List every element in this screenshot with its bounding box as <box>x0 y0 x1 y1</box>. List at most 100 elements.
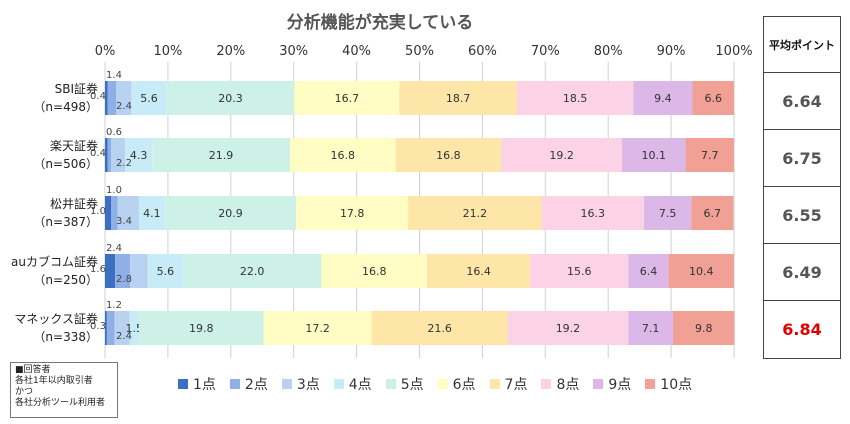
bar-segment <box>131 81 167 115</box>
data-label: 2.4 <box>116 101 132 112</box>
bar-segment <box>114 311 130 345</box>
data-label: 6.6 <box>704 92 722 105</box>
note-line: 各社1年以内取引者 <box>15 376 93 386</box>
legend-item: 10点 <box>645 374 692 394</box>
legend-label: 3点 <box>296 377 320 393</box>
category-count: （n=250） <box>33 273 98 287</box>
legend-label: 6点 <box>452 377 476 393</box>
data-label: 16.8 <box>362 265 387 278</box>
data-label: 21.2 <box>463 207 488 220</box>
data-label: 1.0 <box>106 185 122 196</box>
bar-segment <box>152 138 290 172</box>
legend-swatch <box>489 379 500 389</box>
bar-segment <box>507 311 629 345</box>
legend-swatch <box>178 379 188 389</box>
data-label: 5.6 <box>157 265 175 278</box>
x-tick-label: 80% <box>594 44 623 59</box>
legend-label: 10点 <box>660 377 693 393</box>
bar-segment <box>289 138 396 172</box>
bar-segment <box>115 254 131 288</box>
bar-segment <box>263 311 372 345</box>
data-label: 9.4 <box>654 92 672 105</box>
legend-item: 2点 <box>229 374 268 394</box>
data-label: 1.4 <box>106 70 122 81</box>
data-label: 2.4 <box>116 331 132 342</box>
data-label: 6.7 <box>704 207 722 220</box>
legend-item: 5点 <box>385 374 424 394</box>
data-label: 22.0 <box>240 265 265 278</box>
respondent-note: ■回答者 各社1年以内取引者 かつ 各社分析ツール利用者 <box>10 362 118 418</box>
data-label: 21.9 <box>209 149 234 162</box>
data-label: 4.1 <box>143 207 161 220</box>
x-tick-label: 90% <box>657 44 686 59</box>
category-count: （n=506） <box>33 157 98 171</box>
data-label: 2.4 <box>106 243 122 254</box>
legend-swatch <box>437 379 448 389</box>
bar-segment <box>182 254 322 288</box>
data-label: 2.8 <box>116 274 132 285</box>
bar-segment <box>138 311 264 345</box>
legend-swatch <box>229 379 240 389</box>
bar-segment <box>107 81 117 115</box>
x-tick-label: 70% <box>531 44 560 59</box>
data-label: 19.2 <box>549 149 574 162</box>
bar-segment <box>106 311 115 345</box>
category-label: マネックス証券 <box>14 311 98 326</box>
legend-label: 1点 <box>193 377 216 393</box>
x-tick-label: 100% <box>715 44 752 59</box>
bar-segment <box>105 138 108 172</box>
bar-segment <box>691 196 734 230</box>
data-label: 2.2 <box>116 158 132 169</box>
legend-label: 9点 <box>608 377 632 393</box>
data-label: 16.7 <box>335 92 360 105</box>
legend-label: 4点 <box>348 377 372 393</box>
data-label: 10.1 <box>642 149 667 162</box>
bar-segment <box>628 254 669 288</box>
bar-segment <box>685 138 734 172</box>
bar-segment <box>111 138 126 172</box>
bar-segment <box>296 196 409 230</box>
category-label: 松井証券 <box>50 196 98 211</box>
data-label: 1.5 <box>125 322 143 335</box>
legend-label: 5点 <box>400 377 424 393</box>
x-tick-label: 10% <box>153 44 182 59</box>
bar-segment <box>633 81 693 115</box>
bar-segment <box>644 196 692 230</box>
legend-swatch <box>333 379 344 389</box>
bar-segment <box>129 311 139 345</box>
x-tick-label: 60% <box>468 44 497 59</box>
average-point-value: 6.55 <box>764 187 840 244</box>
data-label: 0.3 <box>90 321 106 332</box>
x-tick-label: 20% <box>216 44 245 59</box>
data-label: 7.1 <box>642 322 660 335</box>
bar-segment <box>107 138 112 172</box>
average-point-value: 6.49 <box>764 244 840 301</box>
data-label: 16.4 <box>466 265 491 278</box>
average-point-value: 6.84 <box>782 320 822 339</box>
average-point-value: 6.75 <box>764 130 840 187</box>
bar-segment <box>125 138 153 172</box>
bar-segment <box>628 311 673 345</box>
bar-segment <box>408 196 542 230</box>
bar-segment <box>116 81 132 115</box>
bar-segment <box>541 196 645 230</box>
legend-item: 8点 <box>541 374 579 394</box>
x-tick-label: 0% <box>95 44 116 59</box>
bar-segment <box>147 254 183 288</box>
bar-segment <box>294 81 400 115</box>
data-label: 0.4 <box>90 148 106 159</box>
bar-segment <box>530 254 629 288</box>
x-tick-label: 40% <box>342 44 371 59</box>
data-label: 6.4 <box>640 265 658 278</box>
category-count: （n=338） <box>33 330 98 344</box>
category-label: SBI証券 <box>55 81 98 96</box>
legend-item: 9点 <box>593 374 631 394</box>
data-label: 16.8 <box>436 149 461 162</box>
bar-segment <box>672 311 735 345</box>
chart-legend: 1点 2点 3点 4点 5点 6点 7点 8点 9点 10点 <box>178 374 702 394</box>
data-label: 18.5 <box>563 92 588 105</box>
legend-swatch <box>281 379 292 389</box>
note-line: 各社分析ツール利用者 <box>15 398 106 408</box>
bar-segment <box>117 196 139 230</box>
legend-swatch <box>645 379 656 389</box>
